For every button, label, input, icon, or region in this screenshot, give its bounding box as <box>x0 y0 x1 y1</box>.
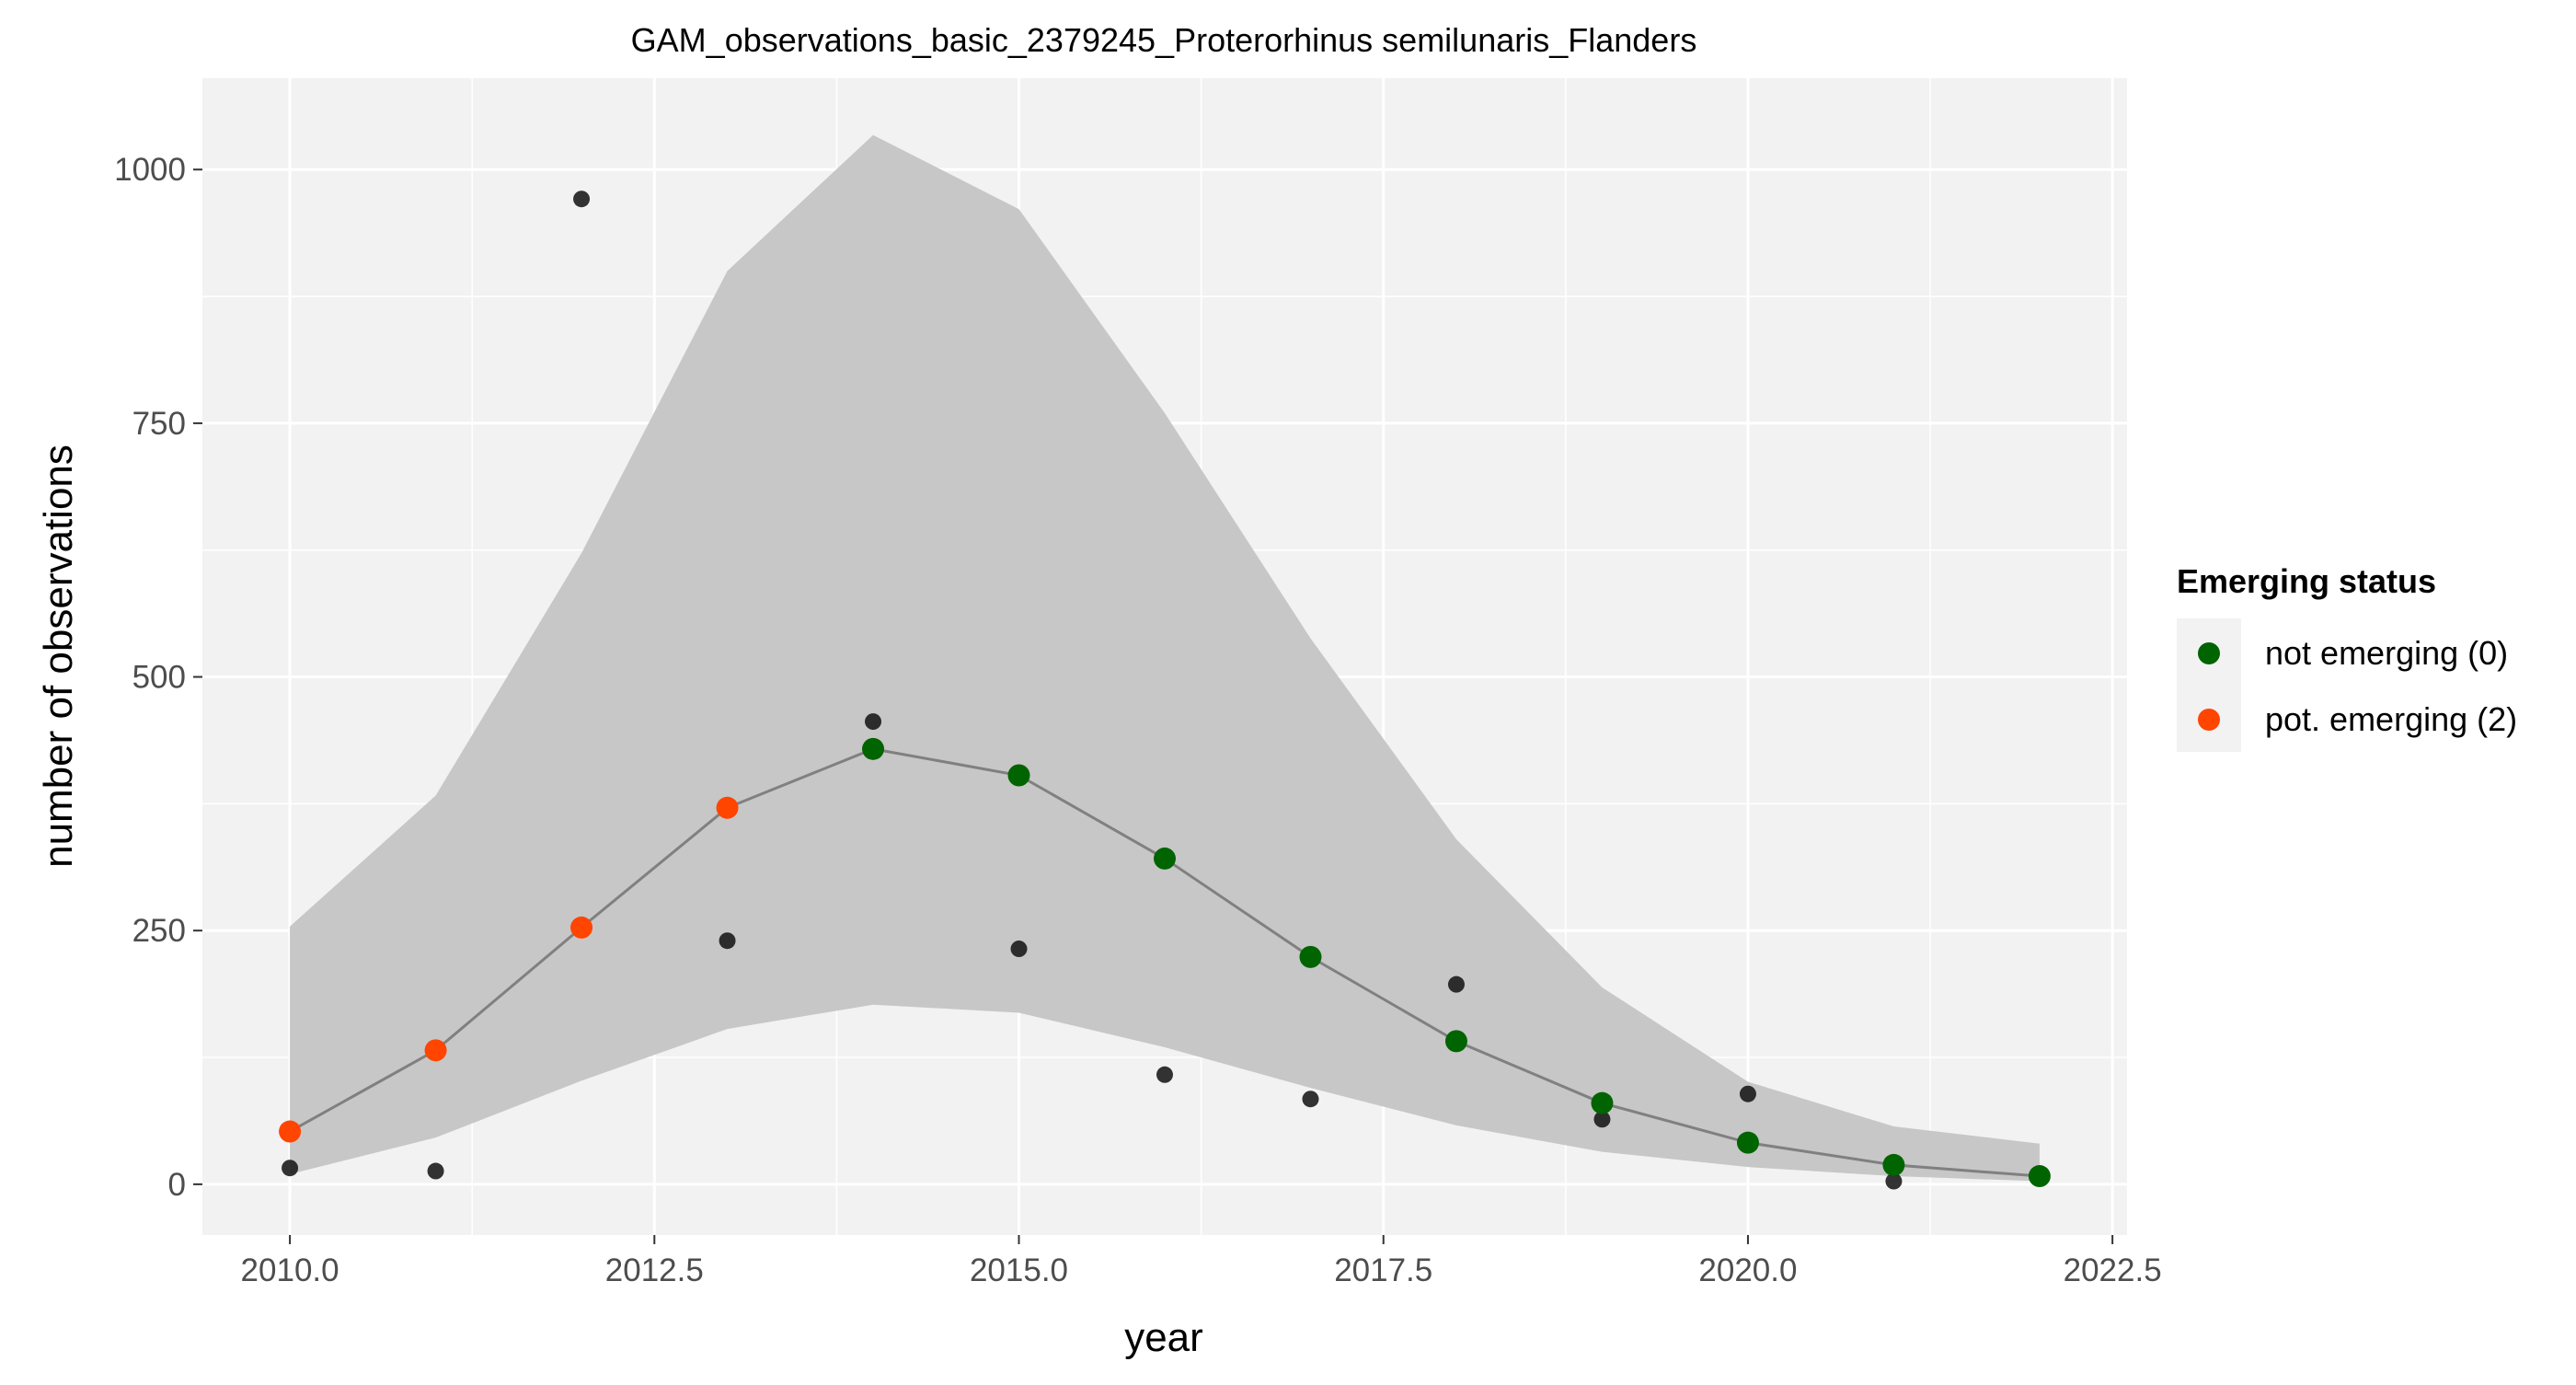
legend-entries: not emerging (0) pot. emerging (2) <box>2198 634 2517 738</box>
observed-point <box>1739 1085 1756 1102</box>
x-tick-label: 2012.5 <box>605 1252 704 1288</box>
observed-point <box>427 1162 444 1180</box>
observed-point <box>1447 975 1465 993</box>
x-tick-label: 2017.5 <box>1334 1252 1432 1288</box>
fit-point <box>1444 1030 1467 1053</box>
x-axis-label: year <box>1124 1315 1203 1360</box>
fit-point <box>1007 764 1030 787</box>
legend: Emerging status not emerging (0) pot. eme… <box>2177 562 2517 752</box>
legend-key-swatch <box>2198 709 2220 731</box>
x-tick-label: 2020.0 <box>1698 1252 1797 1288</box>
fit-point <box>1736 1131 1759 1154</box>
observed-point <box>1010 941 1028 958</box>
y-tick-label: 500 <box>132 660 186 696</box>
confidence-ribbon <box>290 134 2040 1182</box>
observed-point <box>573 190 591 208</box>
x-tick-label: 2022.5 <box>2064 1252 2162 1288</box>
fit-point <box>570 916 593 939</box>
y-tick-label: 250 <box>132 913 186 949</box>
fit-points <box>279 737 2051 1188</box>
x-tick-label: 2010.0 <box>241 1252 339 1288</box>
legend-title: Emerging status <box>2177 562 2436 600</box>
fit-point <box>279 1120 302 1143</box>
fit-point <box>1591 1091 1614 1114</box>
observed-points <box>282 190 1903 1190</box>
observed-point <box>1885 1172 1903 1190</box>
fit-point <box>1882 1153 1905 1176</box>
observed-point <box>1302 1091 1319 1108</box>
fit-point <box>2028 1165 2051 1188</box>
y-tick-label: 0 <box>168 1167 186 1203</box>
x-axis: 2010.0 2012.5 2015.0 2017.5 2020.0 2022.5 <box>241 1235 2162 1288</box>
observed-point <box>1593 1111 1611 1128</box>
fit-point <box>1299 945 1322 968</box>
y-axis: 0 250 500 750 1000 <box>114 152 202 1203</box>
chart-title: GAM_observations_basic_2379245_Proterorh… <box>631 21 1697 59</box>
fit-point <box>862 737 885 760</box>
y-tick-label: 750 <box>132 406 186 442</box>
fit-point <box>1154 847 1176 870</box>
legend-entry-label: not emerging (0) <box>2265 634 2508 672</box>
observed-point <box>1156 1066 1173 1083</box>
y-axis-label: number of observations <box>36 444 81 868</box>
legend-key-background <box>2177 618 2241 752</box>
observed-point <box>282 1160 299 1177</box>
fit-point <box>424 1039 447 1062</box>
legend-key-swatch <box>2198 642 2220 664</box>
observed-point <box>719 932 736 950</box>
y-tick-label: 1000 <box>114 152 186 188</box>
observed-point <box>865 713 882 731</box>
x-tick-label: 2015.0 <box>970 1252 1068 1288</box>
legend-entry-label: pot. emerging (2) <box>2265 700 2517 738</box>
fit-point <box>716 796 739 819</box>
